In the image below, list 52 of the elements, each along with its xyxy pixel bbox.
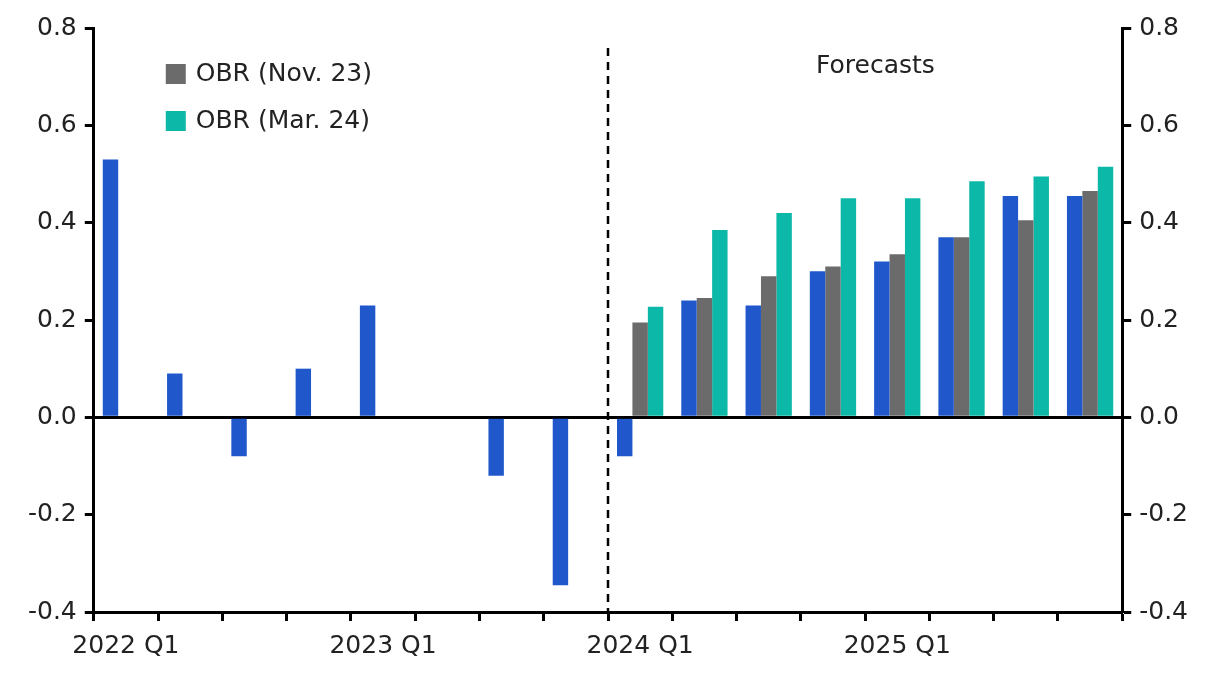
y2-tick-label: -0.4 — [1139, 595, 1188, 625]
y2-tick-label: 0.0 — [1139, 400, 1179, 430]
x-tick-label: 2024 Q1 — [586, 629, 694, 659]
bar — [488, 418, 504, 476]
x-tick-label: 2023 Q1 — [329, 629, 437, 659]
bar — [647, 306, 664, 416]
bar — [938, 237, 954, 416]
x-tick-label: 2025 Q1 — [843, 629, 951, 659]
bar — [295, 368, 312, 416]
y-tick-label: 0.2 — [37, 303, 77, 333]
bar — [617, 418, 633, 457]
legend-label: OBR (Mar. 24) — [195, 104, 371, 134]
bar — [889, 254, 905, 416]
bar — [632, 322, 648, 416]
bar — [745, 305, 761, 416]
bar — [712, 229, 728, 416]
y2-tick-label: -0.2 — [1139, 498, 1188, 528]
bar — [359, 305, 376, 416]
bar — [840, 198, 857, 416]
y2-tick-label: 0.8 — [1139, 11, 1179, 41]
bar — [167, 373, 183, 416]
bar — [1066, 195, 1083, 416]
bar — [809, 271, 826, 416]
y-tick-label: 0.8 — [37, 11, 77, 41]
y2-tick-label: 0.6 — [1139, 108, 1179, 138]
y-tick-label: -0.2 — [28, 498, 77, 528]
bar — [969, 181, 985, 416]
bar — [1002, 195, 1019, 416]
bar — [1018, 220, 1034, 416]
bar — [825, 266, 841, 416]
x-tick-label: 2022 Q1 — [72, 629, 180, 659]
y-tick-label: 0.4 — [37, 206, 77, 236]
bar — [874, 261, 890, 416]
y-tick-label: -0.4 — [28, 595, 77, 625]
bar — [760, 276, 777, 416]
bar — [953, 237, 970, 416]
bar — [696, 298, 713, 416]
bar — [231, 418, 247, 457]
bar — [776, 212, 792, 416]
y2-tick-label: 0.2 — [1139, 303, 1179, 333]
bar — [904, 198, 921, 416]
bar — [1033, 176, 1049, 416]
y-tick-label: 0.6 — [37, 108, 77, 138]
bar — [681, 300, 697, 416]
bar — [1097, 166, 1114, 416]
bar — [552, 418, 569, 586]
y2-tick-label: 0.4 — [1139, 206, 1179, 236]
bar — [1082, 191, 1098, 416]
y-tick-label: 0.0 — [37, 400, 77, 430]
bar — [102, 159, 119, 416]
annotation: Forecasts — [815, 49, 935, 79]
legend-label: OBR (Nov. 23) — [195, 57, 372, 87]
